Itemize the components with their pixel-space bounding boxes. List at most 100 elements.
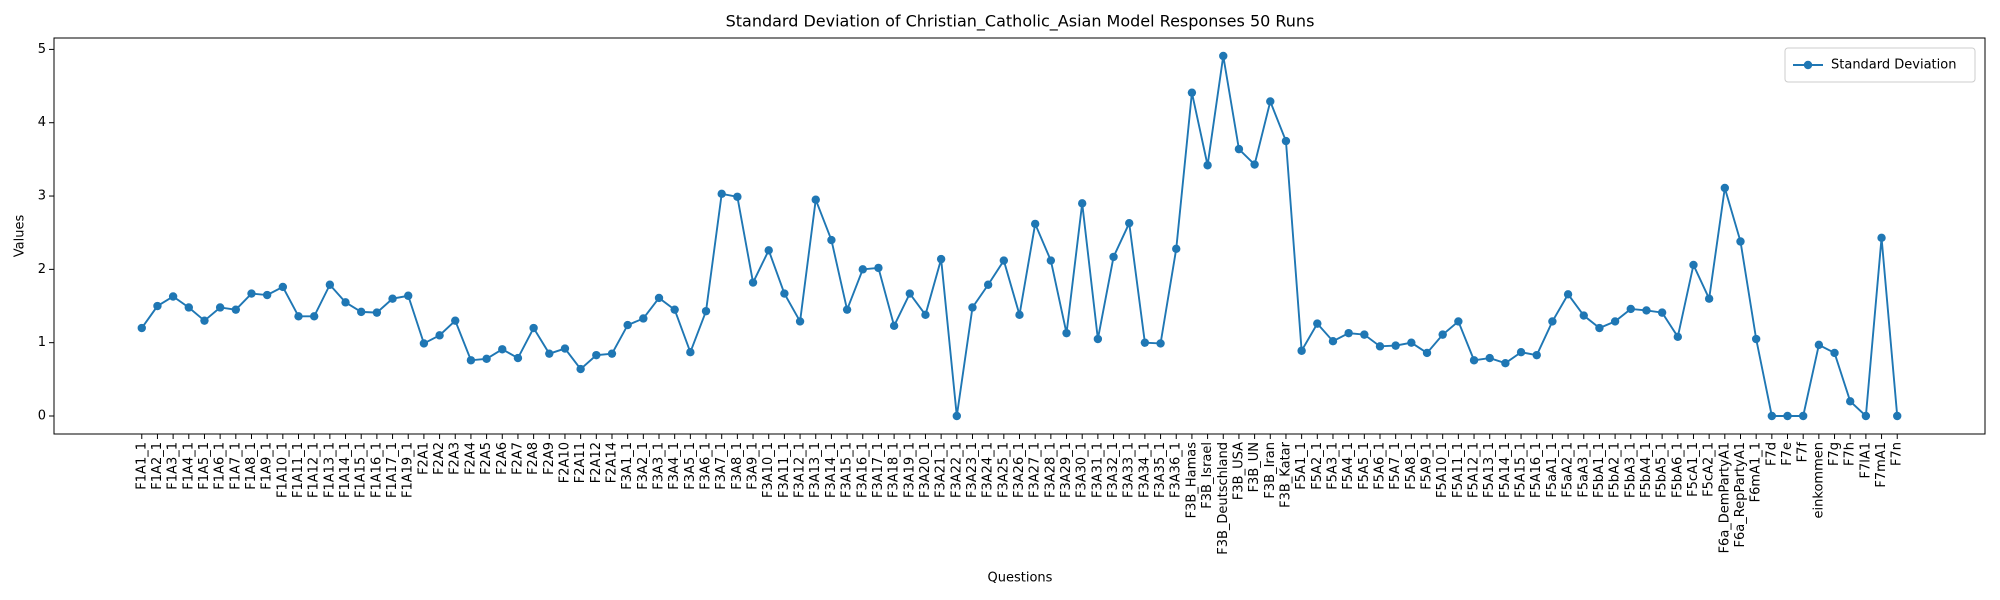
x-tick-label: F1A15_1 [354,442,369,498]
x-tick-label: F2A9 [542,442,557,475]
data-point [1469,356,1479,365]
y-tick-label: 2 [38,262,46,277]
x-tick-label: F2A6 [495,442,510,475]
data-point [545,349,554,358]
x-tick-label: F5A5_1 [1357,442,1372,490]
data-point [592,350,601,360]
data-point [1109,252,1118,262]
data-point [1532,350,1541,360]
x-tick-label: F7h [1843,442,1858,466]
data-point [1830,348,1839,358]
data-point [168,292,178,301]
data-point [231,305,241,314]
y-tick-label: 3 [38,189,46,204]
x-tick-label: F5bA4_1 [1639,442,1654,498]
x-tick-label: F3A15_1 [840,442,855,498]
legend-marker [1803,60,1813,70]
x-tick-label: F3A22_1 [949,442,964,498]
x-tick-label: F3A9_1 [746,442,761,490]
x-tick-label: F5A1_1 [1294,442,1309,490]
x-axis-label: Questions [988,571,1053,586]
x-tick-label: F3A27_1 [1028,442,1043,498]
data-point [1219,51,1228,61]
data-point [1187,88,1197,97]
x-tick-label: F1A11_1 [291,442,306,498]
x-tick-label: F1A9_1 [260,442,275,490]
data-point [1516,348,1526,357]
data-point [1140,338,1150,347]
data-point [717,189,726,199]
x-tick-label: F3A14_1 [824,442,839,498]
x-tick-label: F2A7 [510,442,525,475]
data-point [184,303,193,312]
x-tick-label: F1A13_1 [322,442,337,498]
data-point [670,305,679,314]
x-tick-label: F5A4_1 [1341,442,1356,490]
data-point [1454,317,1463,326]
x-tick-label: F7g [1827,442,1842,466]
x-tick-label: F5bA6_1 [1670,442,1685,498]
x-tick-label: F1A17_1 [385,442,400,498]
data-point [983,280,993,289]
x-tick-label: F7e [1780,442,1795,466]
data-point [764,246,773,255]
x-tick-label: F5A9_1 [1420,442,1435,490]
data-point [1391,341,1400,350]
x-tick-label: F1A2_1 [150,442,165,490]
x-tick-label: F5cA1_1 [1686,442,1701,497]
data-point [1861,411,1871,421]
data-point [686,348,695,357]
data-point [1297,346,1306,355]
data-point [576,364,585,374]
data-point [623,320,632,330]
data-point [1015,310,1024,320]
x-tick-label: F1A14_1 [338,442,353,498]
data-point [1783,411,1792,421]
data-point [1077,199,1087,208]
x-tick-label: F5A12_1 [1467,442,1482,498]
data-point [921,310,930,320]
data-point [1344,328,1353,338]
data-point [1610,317,1620,326]
data-point [294,312,303,321]
x-tick-label: F5bA5_1 [1655,442,1670,498]
x-tick-label: F3A26_1 [1012,442,1027,498]
x-tick-label: F1A3_1 [166,442,181,490]
legend-label: Standard Deviation [1831,58,1956,73]
data-point [1673,332,1682,342]
x-tick-label: F3A19_1 [902,442,917,498]
x-tick-label: F7lA1 [1858,442,1873,479]
x-tick-label: F7f [1796,442,1811,463]
x-tick-label: F2A2 [432,442,447,475]
x-tick-label: F3A30_1 [1075,442,1090,498]
data-point [1360,330,1369,339]
data-point [874,263,883,273]
x-tick-label: F3A2_1 [636,442,651,490]
x-tick-label: F5aA3_1 [1576,442,1591,498]
x-tick-label: F3A25_1 [996,442,1011,498]
x-tick-label: F3A36_1 [1169,442,1184,498]
data-point [1407,338,1416,347]
data-point [325,280,335,289]
x-tick-label: F3B_UN [1247,442,1262,492]
x-tick-label: F3A29_1 [1059,442,1074,498]
x-tick-label: F7d [1764,442,1779,466]
data-point [1266,97,1275,106]
x-tick-label: F3A23_1 [965,442,980,498]
data-point [733,192,742,201]
x-tick-label: F3A33_1 [1122,442,1137,498]
x-tick-label: F3A5_1 [683,442,698,490]
data-point [639,314,648,323]
x-tick-label: F5A2_1 [1310,442,1325,490]
x-tick-label: F5cA2_1 [1702,442,1717,497]
data-point [1720,183,1730,193]
data-point [215,303,225,312]
data-point [842,305,852,314]
data-point [827,235,836,245]
x-tick-label: F5A6_1 [1372,442,1387,490]
data-point [482,354,491,364]
x-tick-label: F5aA2_1 [1561,442,1576,498]
data-point [419,339,429,348]
